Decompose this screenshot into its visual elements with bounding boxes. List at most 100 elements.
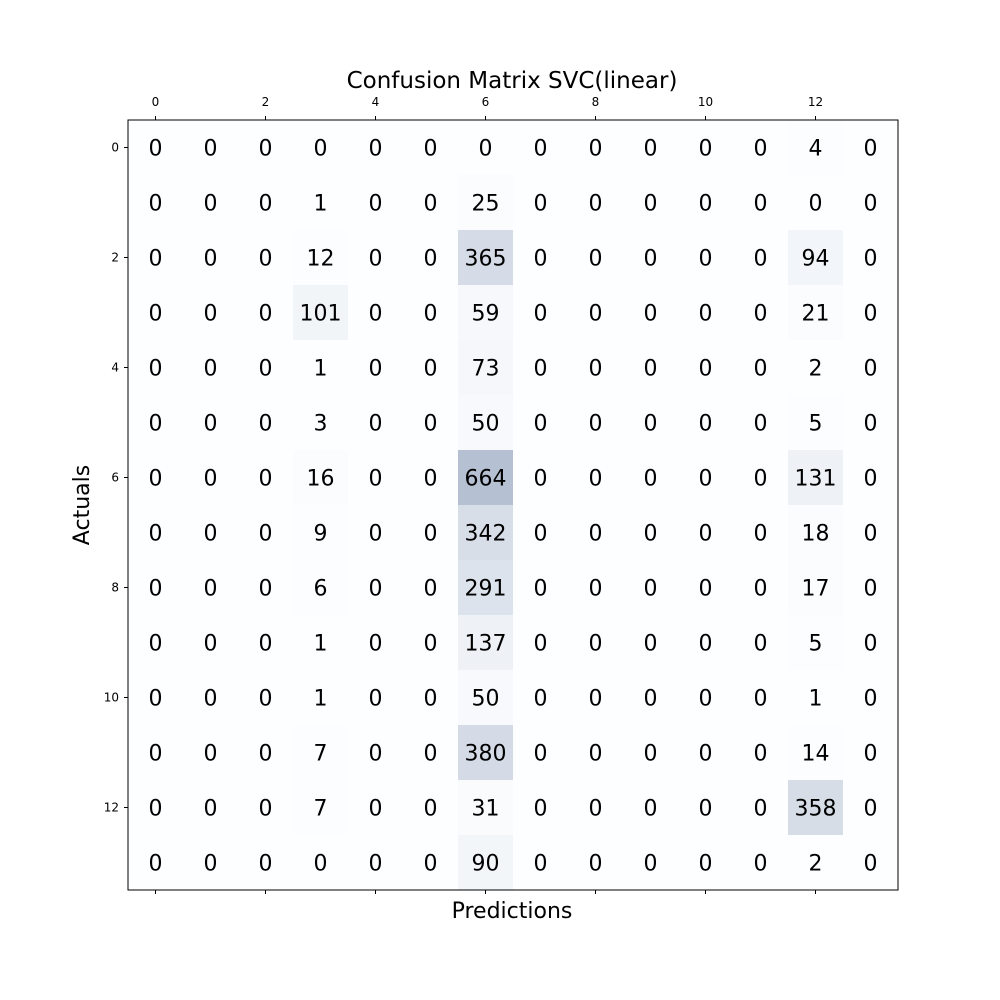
cell-value-r13-c4: 0	[369, 852, 383, 877]
heatmap-cell-r7-c5	[403, 505, 459, 561]
heatmap-cell-r9-c7	[513, 615, 569, 671]
cell-value-r4-c9: 0	[644, 357, 658, 382]
cell-value-r4-c12: 2	[809, 357, 823, 382]
cell-value-r7-c11: 0	[754, 522, 768, 547]
cell-value-r0-c13: 0	[864, 137, 878, 162]
heatmap-cell-r2-c11	[733, 230, 789, 286]
cell-value-r9-c6: 137	[465, 632, 507, 657]
x-top-tick-label-4: 4	[372, 95, 380, 109]
cell-value-r3-c5: 0	[424, 302, 438, 327]
cell-value-r10-c1: 0	[204, 687, 218, 712]
cell-value-r3-c0: 0	[149, 302, 163, 327]
heatmap-cell-r11-c9	[623, 725, 679, 781]
heatmap-cell-r5-c0	[128, 395, 184, 451]
cell-value-r13-c6: 90	[472, 852, 500, 877]
cell-value-r9-c4: 0	[369, 632, 383, 657]
cell-value-r3-c12: 21	[802, 302, 830, 327]
heatmap-cell-r3-c2	[238, 285, 294, 341]
heatmap-cell-r7-c2	[238, 505, 294, 561]
cell-value-r0-c1: 0	[204, 137, 218, 162]
heatmap-cell-r12-c2	[238, 780, 294, 836]
heatmap-cell-r10-c8	[568, 670, 624, 726]
cell-value-r9-c11: 0	[754, 632, 768, 657]
heatmap-cell-r2-c13	[843, 230, 899, 286]
heatmap-cell-r12-c13	[843, 780, 899, 836]
heatmap-cell-r6-c0	[128, 450, 184, 506]
cell-value-r7-c13: 0	[864, 522, 878, 547]
cell-value-r5-c0: 0	[149, 412, 163, 437]
cell-value-r2-c7: 0	[534, 247, 548, 272]
heatmap-cell-r13-c7	[513, 835, 569, 891]
heatmap-cell-r0-c9	[623, 120, 679, 176]
cell-value-r11-c6: 380	[465, 742, 507, 767]
cell-value-r7-c4: 0	[369, 522, 383, 547]
cell-value-r2-c2: 0	[259, 247, 273, 272]
cell-value-r2-c12: 94	[802, 247, 830, 272]
cell-value-r5-c13: 0	[864, 412, 878, 437]
cell-value-r12-c9: 0	[644, 797, 658, 822]
cell-value-r9-c5: 0	[424, 632, 438, 657]
heatmap-cell-r6-c5	[403, 450, 459, 506]
heatmap-cell-r8-c8	[568, 560, 624, 616]
cell-value-r7-c10: 0	[699, 522, 713, 547]
heatmap-cell-r12-c5	[403, 780, 459, 836]
cell-value-r11-c9: 0	[644, 742, 658, 767]
cell-value-r9-c2: 0	[259, 632, 273, 657]
heatmap-cell-r11-c0	[128, 725, 184, 781]
x-top-tick-label-0: 0	[152, 95, 160, 109]
heatmap-cell-r6-c11	[733, 450, 789, 506]
heatmap-cell-r8-c13	[843, 560, 899, 616]
cell-value-r0-c10: 0	[699, 137, 713, 162]
cell-value-r3-c3: 101	[300, 302, 342, 327]
heatmap-cell-r4-c0	[128, 340, 184, 396]
heatmap-cell-r4-c1	[183, 340, 239, 396]
x-top-tick-label-8: 8	[592, 95, 600, 109]
heatmap-cell-r1-c9	[623, 175, 679, 231]
y-tick-label-0: 0	[111, 141, 119, 155]
heatmap-cell-r2-c3	[293, 230, 349, 286]
cell-value-r13-c3: 0	[314, 852, 328, 877]
cell-value-r6-c4: 0	[369, 467, 383, 492]
cell-value-r6-c6: 664	[465, 467, 507, 492]
cell-value-r12-c8: 0	[589, 797, 603, 822]
cell-value-r6-c8: 0	[589, 467, 603, 492]
heatmap-cell-r9-c2	[238, 615, 294, 671]
heatmap-cell-r5-c3	[293, 395, 349, 451]
heatmap-cell-r4-c5	[403, 340, 459, 396]
cell-value-r11-c3: 7	[314, 742, 328, 767]
y-axis-ticks: 0 2 4 6 8 10 12	[104, 141, 128, 815]
heatmap-cell-r11-c12	[788, 725, 844, 781]
cell-value-r5-c11: 0	[754, 412, 768, 437]
heatmap-cell-r0-c0	[128, 120, 184, 176]
heatmap-cell-r5-c10	[678, 395, 734, 451]
cell-value-r0-c0: 0	[149, 137, 163, 162]
cell-value-r2-c3: 12	[307, 247, 335, 272]
heatmap-cell-r13-c10	[678, 835, 734, 891]
cell-value-r9-c8: 0	[589, 632, 603, 657]
heatmap-cell-r5-c11	[733, 395, 789, 451]
cell-value-r3-c11: 0	[754, 302, 768, 327]
heatmap-cell-r12-c11	[733, 780, 789, 836]
cell-value-r2-c13: 0	[864, 247, 878, 272]
cell-value-r8-c4: 0	[369, 577, 383, 602]
cell-value-r12-c10: 0	[699, 797, 713, 822]
heatmap-cell-r11-c3	[293, 725, 349, 781]
cell-value-r12-c5: 0	[424, 797, 438, 822]
cell-value-r10-c11: 0	[754, 687, 768, 712]
cell-value-r11-c11: 0	[754, 742, 768, 767]
heatmap-cell-r4-c9	[623, 340, 679, 396]
heatmap-cell-r1-c13	[843, 175, 899, 231]
heatmap-cell-r13-c12	[788, 835, 844, 891]
heatmap-cell-r6-c9	[623, 450, 679, 506]
plot-frame	[127, 119, 899, 891]
cell-value-r5-c7: 0	[534, 412, 548, 437]
heatmap-cell-r7-c4	[348, 505, 404, 561]
cell-value-r5-c8: 0	[589, 412, 603, 437]
heatmap-cell-r9-c10	[678, 615, 734, 671]
heatmap-cell-r3-c7	[513, 285, 569, 341]
cell-value-r1-c3: 1	[314, 192, 328, 217]
cell-value-r1-c6: 25	[472, 192, 500, 217]
chart-title: Confusion Matrix SVC(linear)	[347, 68, 678, 94]
cell-value-r7-c5: 0	[424, 522, 438, 547]
heatmap-cell-r8-c5	[403, 560, 459, 616]
